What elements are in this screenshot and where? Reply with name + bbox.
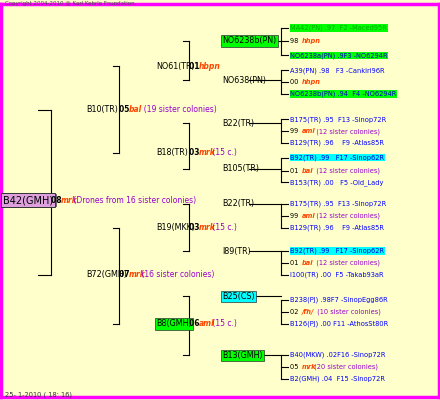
Text: B72(GMH): B72(GMH) — [86, 270, 127, 279]
Text: (10 sister colonies): (10 sister colonies) — [315, 309, 381, 315]
Text: aml: aml — [302, 128, 316, 134]
Text: B126(PJ) .00 F11 -AthosSt80R: B126(PJ) .00 F11 -AthosSt80R — [290, 320, 389, 327]
Text: (Drones from 16 sister colonies): (Drones from 16 sister colonies) — [71, 196, 197, 204]
Text: (12 sister colonies): (12 sister colonies) — [312, 212, 380, 219]
Text: B25(CS): B25(CS) — [222, 292, 255, 301]
Text: mrk: mrk — [302, 364, 317, 370]
Text: (12 sister colonies): (12 sister colonies) — [312, 260, 380, 266]
Text: 01: 01 — [290, 168, 303, 174]
Text: bal: bal — [302, 168, 314, 174]
Text: B175(TR) .95  F13 -Sinop72R: B175(TR) .95 F13 -Sinop72R — [290, 116, 386, 123]
Text: B42(GMH): B42(GMH) — [3, 195, 53, 205]
Text: B175(TR) .95  F13 -Sinop72R: B175(TR) .95 F13 -Sinop72R — [290, 201, 386, 207]
Text: (12 sister colonies): (12 sister colonies) — [312, 167, 380, 174]
Text: (15 c.): (15 c.) — [209, 223, 236, 232]
Text: 00: 00 — [290, 79, 303, 85]
Text: mrk: mrk — [199, 223, 216, 232]
Text: B19(MKK): B19(MKK) — [156, 223, 195, 232]
Text: B92(TR) .99   F17 -Sinop62R: B92(TR) .99 F17 -Sinop62R — [290, 248, 384, 254]
Text: I100(TR) .00  F5 -Takab93aR: I100(TR) .00 F5 -Takab93aR — [290, 272, 384, 278]
Text: 07: 07 — [119, 270, 132, 279]
Text: (12 sister colonies): (12 sister colonies) — [312, 128, 380, 134]
Text: NO638(PN): NO638(PN) — [222, 76, 266, 85]
Text: B129(TR) .96    F9 -Atlas85R: B129(TR) .96 F9 -Atlas85R — [290, 224, 384, 231]
Text: 03: 03 — [189, 223, 202, 232]
Text: (15 c.): (15 c.) — [209, 148, 236, 157]
Text: B238(PJ) .98F7 -SinopEgg86R: B238(PJ) .98F7 -SinopEgg86R — [290, 297, 388, 304]
Text: NO61(TR): NO61(TR) — [156, 62, 195, 71]
Text: B22(TR): B22(TR) — [222, 119, 254, 128]
Text: (15 c.): (15 c.) — [209, 319, 236, 328]
Text: (16 sister colonies): (16 sister colonies) — [139, 270, 215, 279]
Text: mrk: mrk — [61, 196, 77, 204]
Text: B18(TR): B18(TR) — [156, 148, 188, 157]
Text: B92(TR) .99   F17 -Sinop62R: B92(TR) .99 F17 -Sinop62R — [290, 154, 384, 161]
Text: hbpn: hbpn — [199, 62, 220, 71]
Text: 05: 05 — [119, 105, 132, 114]
Text: B8(GMH): B8(GMH) — [156, 319, 192, 328]
Text: (19 sister colonies): (19 sister colonies) — [139, 105, 217, 114]
Text: 98: 98 — [290, 38, 303, 44]
Text: 05: 05 — [290, 364, 303, 370]
Text: I89(TR): I89(TR) — [222, 247, 251, 256]
Text: B40(MKW) .02F16 -Sinop72R: B40(MKW) .02F16 -Sinop72R — [290, 352, 386, 358]
Text: B13(GMH): B13(GMH) — [222, 351, 263, 360]
Text: B153(TR) .00   F5 -Old_Lady: B153(TR) .00 F5 -Old_Lady — [290, 179, 384, 186]
Text: 03: 03 — [189, 148, 202, 157]
Text: aml: aml — [199, 319, 215, 328]
Text: 25- 1-2010 ( 18: 16): 25- 1-2010 ( 18: 16) — [5, 392, 72, 398]
Text: bal: bal — [128, 105, 142, 114]
Text: B2(GMH) .04  F15 -Sinop72R: B2(GMH) .04 F15 -Sinop72R — [290, 376, 385, 382]
Text: B105(TR): B105(TR) — [222, 164, 259, 173]
Text: B129(TR) .96    F9 -Atlas85R: B129(TR) .96 F9 -Atlas85R — [290, 140, 384, 146]
Text: 99: 99 — [290, 213, 303, 219]
Text: NO6238b(PN) .94  F4 -NO6294R: NO6238b(PN) .94 F4 -NO6294R — [290, 91, 396, 97]
Text: 06: 06 — [189, 319, 202, 328]
Text: hhpn: hhpn — [302, 38, 321, 44]
Text: A39(PN) .98   F3 -Cankiri96R: A39(PN) .98 F3 -Cankiri96R — [290, 67, 385, 74]
Text: 02: 02 — [290, 309, 303, 315]
Text: hhpn: hhpn — [302, 79, 321, 85]
Text: 01: 01 — [189, 62, 202, 71]
Text: B22(TR): B22(TR) — [222, 200, 254, 208]
Text: NO6238b(PN): NO6238b(PN) — [222, 36, 276, 45]
Text: 01: 01 — [290, 260, 303, 266]
Text: 99: 99 — [290, 128, 303, 134]
Text: (20 sister colonies): (20 sister colonies) — [312, 364, 378, 370]
Text: aml: aml — [302, 213, 316, 219]
Text: B10(TR): B10(TR) — [86, 105, 118, 114]
Text: bal: bal — [302, 260, 314, 266]
Text: /fh/: /fh/ — [302, 309, 315, 315]
Text: mrk: mrk — [199, 148, 216, 157]
Text: NO6238a(PN) .9F3 -NO6294R: NO6238a(PN) .9F3 -NO6294R — [290, 52, 388, 59]
Text: MA42(PN) .97  F2 -Maced95R: MA42(PN) .97 F2 -Maced95R — [290, 25, 387, 31]
Text: B42(GMH): B42(GMH) — [14, 196, 55, 204]
Text: mrk: mrk — [128, 270, 146, 279]
Text: 08: 08 — [51, 196, 64, 204]
Text: Copyright 2004-2010 @ Karl Kehrle Foundation.: Copyright 2004-2010 @ Karl Kehrle Founda… — [5, 1, 136, 6]
